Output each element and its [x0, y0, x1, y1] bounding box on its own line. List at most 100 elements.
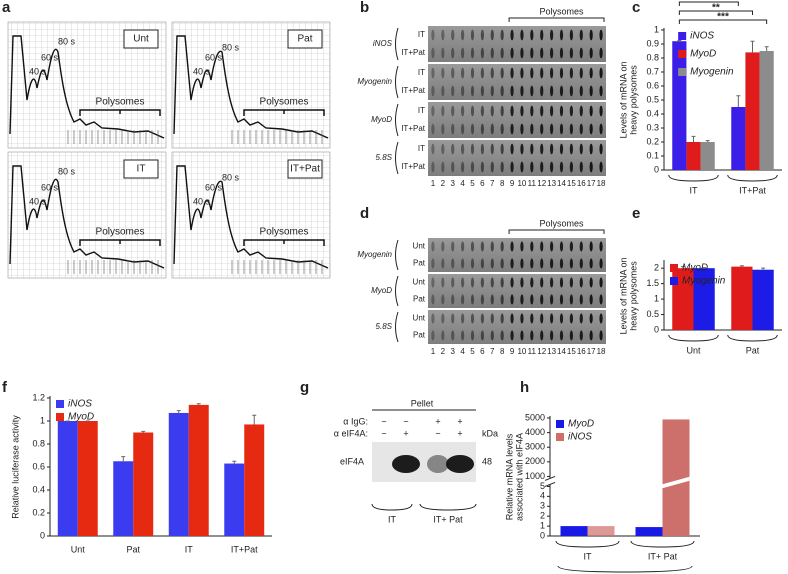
sign: +: [403, 428, 408, 438]
blot-spot: [480, 277, 484, 288]
blot-spot: [451, 47, 455, 59]
region-bracket: [79, 239, 161, 246]
row-label: Pat: [413, 295, 426, 304]
blot-spot: [451, 105, 455, 117]
blot-spot: [520, 29, 524, 41]
blot-spot: [461, 143, 465, 155]
lane-number: 17: [587, 179, 596, 188]
y-tick-label: 5: [540, 481, 545, 491]
bar: [188, 404, 209, 536]
blot-spot: [470, 313, 475, 324]
blot-spot: [599, 47, 603, 59]
blot-spot: [530, 29, 534, 41]
blot-spot: [480, 258, 484, 269]
panel-label: e: [632, 205, 640, 222]
legend-label: Myogenin: [690, 67, 734, 78]
axis-break: [544, 481, 556, 487]
blot-spot: [510, 313, 514, 324]
y-tick-label: 2: [540, 511, 545, 521]
blot-spot: [500, 47, 504, 59]
blot-spot: [540, 105, 544, 117]
blot-spot: [579, 241, 583, 252]
peak-label: 80 s: [222, 172, 240, 182]
blot-spot: [510, 105, 514, 117]
blot-spot: [500, 143, 504, 155]
blot-spot: [441, 161, 445, 173]
blot-spot: [599, 294, 603, 305]
blot-spot: [470, 85, 475, 97]
blot-spot: [550, 161, 554, 173]
blot-spot: [599, 67, 603, 79]
blot-spot: [550, 313, 554, 324]
blot-spot: [510, 67, 514, 79]
lane-number: 2: [441, 179, 446, 188]
error-bar: [750, 40, 755, 53]
blot-spot: [500, 313, 504, 324]
blot-spot: [431, 313, 435, 324]
group-label: iNOS: [373, 39, 393, 48]
axis-break: [544, 475, 556, 481]
lane-number: 5: [470, 179, 475, 188]
blot-spot: [569, 330, 573, 341]
blot-spot: [540, 313, 544, 324]
blot-spot: [520, 143, 524, 155]
blot-spot: [579, 47, 583, 59]
error-bar: [739, 265, 744, 267]
sign: −: [381, 416, 386, 426]
legend-label: iNOS: [690, 31, 714, 42]
y-tick-label: 0.2: [32, 507, 45, 517]
blot-spot: [480, 313, 484, 324]
error-bar: [705, 140, 710, 142]
blot-spot: [441, 105, 445, 117]
lane-number: 8: [500, 347, 505, 356]
blot-spot: [431, 123, 435, 135]
blot-spot: [550, 47, 554, 59]
bar: [662, 419, 690, 536]
western-band: [446, 455, 474, 473]
blot-spot: [540, 85, 544, 97]
blot-spot: [599, 29, 603, 41]
blot-spot: [431, 143, 435, 155]
blot-spot: [579, 29, 583, 41]
y-axis-label: heavy polysomes: [628, 261, 638, 331]
unit-label: kDa: [482, 428, 498, 438]
profile-trace: [173, 165, 329, 269]
blot-spot: [431, 294, 435, 305]
blot-spot: [441, 47, 445, 59]
blot-spot: [569, 258, 573, 269]
y-tick-label: 0.9: [646, 38, 659, 48]
lane-number: 7: [490, 179, 495, 188]
blot-spot: [480, 143, 484, 155]
blot-spot: [530, 258, 534, 269]
blot-spot: [510, 241, 514, 252]
blot-spot: [520, 67, 524, 79]
peak-label: 40 s: [193, 66, 211, 76]
blot-spot: [480, 105, 484, 117]
y-tick-label: 0: [654, 164, 659, 174]
blot-spot: [480, 67, 484, 79]
blot-spot: [451, 258, 455, 269]
bar: [57, 421, 78, 536]
blot-spot: [461, 258, 465, 269]
blot-film: [428, 140, 606, 176]
y-axis-label: Relative luciferase activity: [10, 415, 20, 519]
blot-spot: [569, 85, 573, 97]
lane-number: 14: [557, 347, 566, 356]
blot-spot: [589, 85, 593, 97]
blot-spot: [470, 330, 475, 341]
blot-spot: [559, 29, 564, 41]
blot-spot: [530, 294, 534, 305]
sign: +: [457, 416, 462, 426]
lane-number: 4: [460, 179, 465, 188]
axis-break-gap: [545, 478, 555, 485]
legend-label: iNOS: [68, 399, 92, 410]
blot-spot: [480, 161, 484, 173]
blot-spot: [599, 143, 603, 155]
bar: [731, 266, 753, 330]
blot-spot: [500, 67, 504, 79]
blot-spot: [461, 241, 465, 252]
lane-number: 18: [597, 347, 606, 356]
y-tick-label: 0: [40, 530, 45, 540]
y-tick-label: 0.6: [646, 80, 659, 90]
row-label: IT+Pat: [401, 162, 426, 171]
